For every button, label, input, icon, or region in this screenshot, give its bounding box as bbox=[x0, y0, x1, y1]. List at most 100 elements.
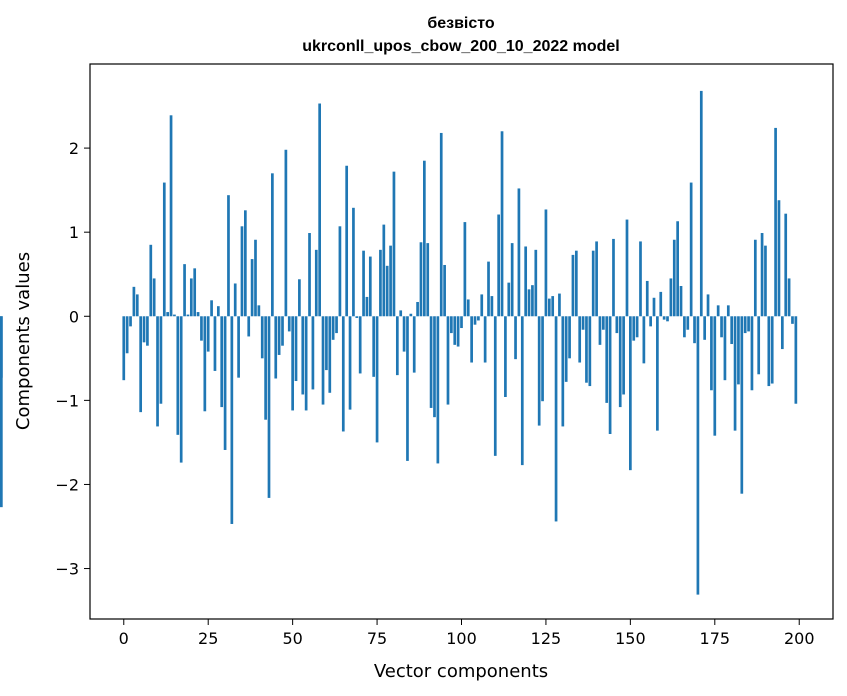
x-tick-label: 0 bbox=[119, 629, 129, 648]
bar bbox=[142, 316, 146, 343]
bar bbox=[267, 316, 271, 498]
bar bbox=[139, 316, 143, 413]
bar bbox=[784, 213, 788, 317]
bar bbox=[710, 316, 713, 391]
bar bbox=[328, 316, 332, 393]
bar bbox=[412, 316, 416, 373]
bar bbox=[122, 316, 126, 381]
bar bbox=[463, 222, 467, 317]
bar bbox=[561, 316, 565, 427]
bar bbox=[406, 316, 409, 461]
bar bbox=[392, 171, 396, 317]
bar bbox=[311, 316, 315, 390]
bar bbox=[699, 90, 703, 317]
bar bbox=[760, 233, 764, 317]
y-tick-label: 0 bbox=[69, 307, 79, 326]
x-tick-label: 100 bbox=[446, 629, 477, 648]
bar bbox=[358, 316, 362, 374]
bar bbox=[308, 233, 311, 317]
bar bbox=[230, 316, 234, 524]
bar bbox=[0, 316, 3, 508]
bar bbox=[703, 316, 707, 340]
bar bbox=[277, 316, 281, 355]
bar bbox=[605, 316, 609, 403]
bar bbox=[240, 226, 244, 317]
bar bbox=[389, 245, 392, 317]
bar bbox=[787, 278, 791, 317]
bar bbox=[750, 316, 754, 391]
bar bbox=[473, 316, 477, 325]
bar bbox=[676, 221, 679, 317]
bar bbox=[689, 182, 693, 317]
bar bbox=[200, 316, 203, 341]
bar bbox=[770, 316, 774, 384]
bar bbox=[629, 316, 632, 471]
bar bbox=[500, 131, 504, 317]
bar bbox=[683, 316, 686, 338]
bar bbox=[271, 173, 274, 317]
bar bbox=[254, 239, 257, 317]
bar bbox=[318, 103, 321, 317]
bar bbox=[733, 316, 737, 431]
x-tick-label: 150 bbox=[615, 629, 646, 648]
bar bbox=[186, 314, 190, 317]
bar bbox=[446, 316, 450, 405]
bar bbox=[409, 313, 413, 317]
bar bbox=[159, 316, 163, 404]
bar bbox=[517, 188, 521, 317]
bar bbox=[196, 312, 200, 317]
bar bbox=[716, 305, 720, 317]
bar bbox=[601, 316, 605, 330]
bar bbox=[480, 294, 484, 317]
bar bbox=[686, 316, 690, 330]
bar bbox=[666, 316, 669, 322]
y-tick-label: −2 bbox=[55, 475, 79, 494]
bar bbox=[220, 316, 224, 408]
bar bbox=[146, 316, 149, 346]
bar bbox=[453, 316, 457, 345]
x-tick-label: 75 bbox=[367, 629, 387, 648]
bar bbox=[737, 316, 740, 385]
bar bbox=[564, 316, 568, 382]
bar bbox=[152, 278, 156, 317]
bar bbox=[588, 316, 592, 387]
chart-title-line-2: ukrconll_upos_cbow_200_10_2022 model bbox=[302, 38, 619, 55]
bar bbox=[520, 316, 524, 466]
bar bbox=[402, 316, 406, 352]
bar bbox=[355, 316, 359, 318]
bar bbox=[325, 316, 328, 371]
bar bbox=[527, 289, 531, 317]
bar bbox=[189, 278, 193, 317]
bar bbox=[483, 316, 487, 363]
bar bbox=[615, 316, 619, 334]
bar bbox=[723, 316, 727, 381]
bar bbox=[227, 195, 230, 317]
bar bbox=[558, 293, 561, 317]
bar bbox=[237, 316, 240, 378]
bar bbox=[423, 160, 426, 317]
bar bbox=[281, 316, 284, 346]
bar bbox=[490, 296, 494, 317]
bar bbox=[284, 149, 288, 317]
bar bbox=[125, 316, 129, 354]
bar bbox=[129, 316, 132, 327]
bar bbox=[659, 291, 663, 317]
bar bbox=[193, 268, 197, 317]
bar bbox=[514, 316, 517, 360]
bar bbox=[578, 316, 582, 363]
bar bbox=[426, 243, 430, 317]
bar bbox=[210, 300, 213, 317]
bar bbox=[368, 256, 372, 317]
bar bbox=[726, 305, 730, 317]
bar bbox=[672, 239, 676, 317]
bar bbox=[571, 254, 575, 317]
bar bbox=[581, 316, 585, 330]
bar bbox=[183, 264, 186, 317]
bar bbox=[372, 316, 376, 377]
bar bbox=[639, 241, 642, 317]
bar bbox=[537, 316, 541, 426]
bar bbox=[466, 299, 470, 317]
bar bbox=[149, 244, 153, 317]
bar bbox=[456, 316, 460, 347]
